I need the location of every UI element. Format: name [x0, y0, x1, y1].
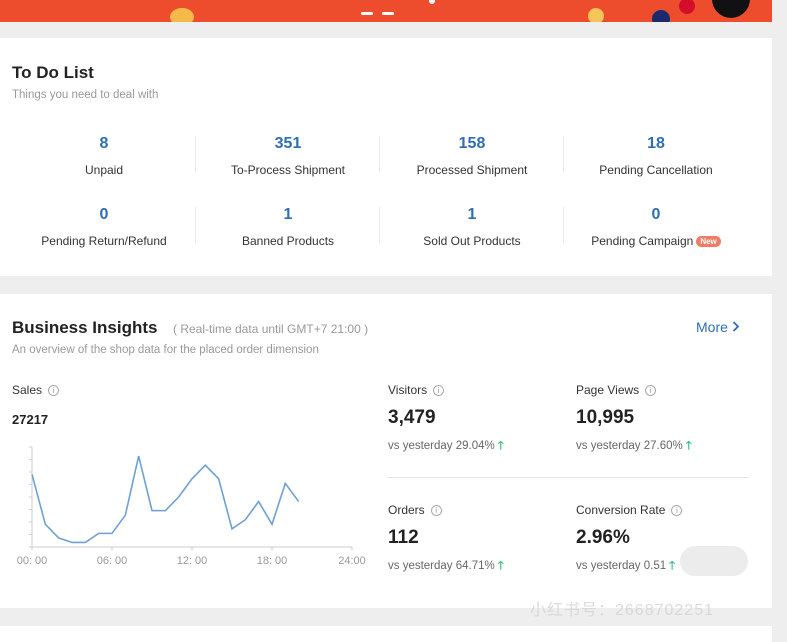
- compare-text: vs yesterday 27.60%: [576, 440, 683, 452]
- todo-item-unpaid[interactable]: 8 Unpaid: [12, 135, 196, 177]
- orders-compare: vs yesterday 64.71% 🡑: [388, 558, 504, 577]
- x-tick-label: 12: 00: [177, 555, 208, 567]
- divider: [379, 136, 380, 172]
- todo-label: Pending Cancellation: [599, 163, 713, 177]
- conversion-rate-label-text: Conversion Rate: [576, 503, 666, 517]
- todo-count: 1: [283, 206, 293, 223]
- divider: [563, 207, 564, 243]
- orders-label-text: Orders: [388, 503, 425, 517]
- arrow-up-icon: 🡑: [497, 560, 504, 572]
- conversion-rate-label: Conversion Rate i: [576, 503, 683, 517]
- more-link[interactable]: More: [696, 319, 740, 335]
- page-views-value: 10,995: [576, 407, 635, 428]
- coin-decoration: [170, 8, 194, 22]
- todo-label: Unpaid: [84, 163, 124, 177]
- banner-dash: [382, 12, 394, 15]
- todo-label: Banned Products: [241, 234, 335, 248]
- todo-count: 0: [99, 206, 109, 223]
- orders-label: Orders i: [388, 503, 442, 517]
- divider: [379, 207, 380, 243]
- todo-count: 158: [458, 135, 486, 152]
- sales-label: Sales i: [12, 383, 60, 397]
- watermark-badge: [680, 546, 748, 576]
- divider: [388, 477, 748, 478]
- new-badge: New: [696, 236, 721, 248]
- todo-count: 351: [274, 135, 302, 152]
- visitors-value: 3,479: [388, 407, 436, 428]
- todo-count: 0: [651, 206, 661, 223]
- chart-series: [31, 455, 300, 544]
- info-icon[interactable]: i: [48, 385, 60, 397]
- sales-label-text: Sales: [12, 383, 43, 397]
- todo-title: To Do List: [12, 63, 94, 82]
- ball-decoration: [712, 0, 750, 18]
- x-tick-label: 06: 00: [97, 555, 128, 567]
- more-label: More: [696, 319, 728, 335]
- todo-count: 8: [99, 135, 109, 152]
- todo-item-pending-return-refund[interactable]: 0 Pending Return/Refund: [12, 206, 196, 248]
- todo-label: Processed Shipment: [416, 163, 528, 177]
- orders-value: 112: [388, 527, 419, 548]
- todo-label-text: Pending Campaign: [591, 234, 694, 248]
- compare-text: vs yesterday 64.71%: [388, 560, 495, 572]
- watermark-text: 小红书号：2668702251: [530, 602, 714, 619]
- x-tick-label: 24:00: [338, 555, 366, 567]
- todo-label: Sold Out Products: [423, 234, 521, 248]
- chart-axes: [29, 446, 352, 548]
- todo-label: Pending Return/Refund: [41, 234, 167, 248]
- page-views-label: Page Views i: [576, 383, 657, 397]
- ball-decoration: [679, 0, 695, 14]
- visitors-label: Visitors i: [388, 383, 445, 397]
- todo-count: 18: [647, 135, 665, 152]
- insights-realtime-note: ( Real-time data until GMT+7 21:00 ): [173, 322, 369, 336]
- todo-item-sold-out-products[interactable]: 1 Sold Out Products: [380, 206, 564, 248]
- insights-title: Business Insights: [12, 318, 158, 337]
- divider: [195, 207, 196, 243]
- compare-text: vs yesterday 29.04%: [388, 440, 495, 452]
- compare-text: vs yesterday 0.51: [576, 560, 667, 572]
- coin-decoration: [585, 5, 607, 22]
- todo-item-pending-cancellation[interactable]: 18 Pending Cancellation: [564, 135, 748, 177]
- page-views-compare: vs yesterday 27.60% 🡑: [576, 438, 692, 457]
- sales-value: 27217: [12, 412, 49, 427]
- todo-subtitle: Things you need to deal with: [12, 89, 159, 101]
- todo-item-pending-campaign[interactable]: 0 Pending Campaign New: [564, 206, 748, 248]
- promo-banner[interactable]: [0, 0, 772, 22]
- todo-label: Pending Campaign New: [564, 234, 748, 248]
- visitors-compare: vs yesterday 29.04% 🡑: [388, 438, 504, 457]
- sales-line-chart: 00: 00 06: 00 12: 00 18: 00 24:00: [17, 446, 366, 567]
- todo-item-processed-shipment[interactable]: 158 Processed Shipment: [380, 135, 564, 177]
- todo-item-banned-products[interactable]: 1 Banned Products: [196, 206, 380, 248]
- insights-subtitle: An overview of the shop data for the pla…: [12, 344, 319, 356]
- chart-x-ticks: 00: 00 06: 00 12: 00 18: 00 24:00: [17, 547, 366, 567]
- arrow-up-icon: 🡑: [497, 440, 504, 452]
- todo-label: To-Process Shipment: [230, 163, 346, 177]
- chevron-right-icon: [732, 319, 740, 335]
- banner-dot: [429, 0, 435, 4]
- divider: [195, 136, 196, 172]
- page-views-label-text: Page Views: [576, 383, 640, 397]
- x-tick-label: 18: 00: [257, 555, 288, 567]
- info-icon[interactable]: i: [671, 505, 683, 517]
- banner-dash: [361, 12, 373, 15]
- todo-card: To Do List Things you need to deal with …: [0, 38, 772, 276]
- conversion-rate-value: 2.96%: [576, 527, 630, 548]
- ball-decoration: [652, 10, 670, 22]
- divider: [563, 136, 564, 172]
- arrow-up-icon: 🡑: [685, 440, 692, 452]
- sales-series-line: [31, 455, 300, 544]
- visitors-label-text: Visitors: [388, 383, 428, 397]
- arrow-up-icon: 🡑: [669, 560, 676, 572]
- conversion-rate-compare: vs yesterday 0.51 🡑: [576, 558, 675, 577]
- business-insights-card: Business Insights ( Real-time data until…: [0, 294, 772, 608]
- info-icon[interactable]: i: [645, 385, 657, 397]
- x-tick-label: 00: 00: [17, 555, 48, 567]
- todo-item-to-process-shipment[interactable]: 351 To-Process Shipment: [196, 135, 380, 177]
- todo-count: 1: [467, 206, 477, 223]
- info-icon[interactable]: i: [433, 385, 445, 397]
- info-icon[interactable]: i: [430, 505, 442, 517]
- next-card: [0, 626, 772, 642]
